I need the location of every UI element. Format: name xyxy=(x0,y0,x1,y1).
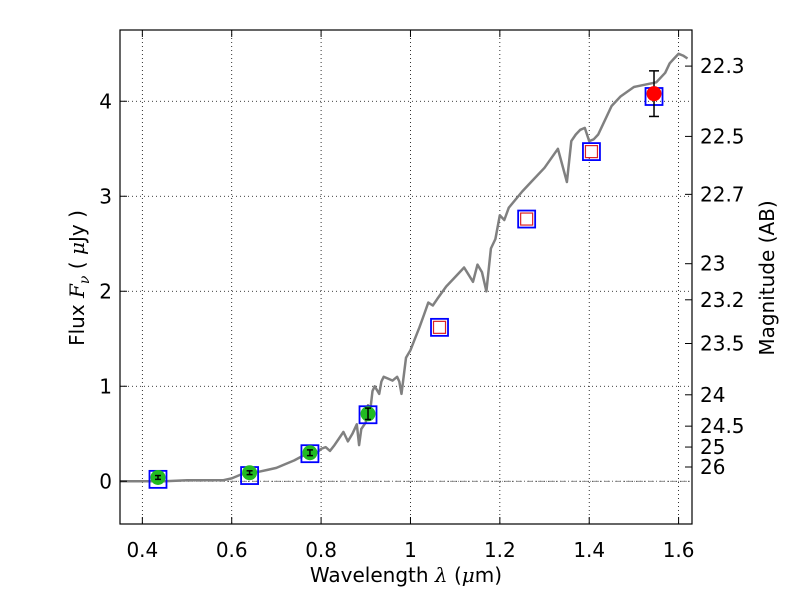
y-tick-label: 1 xyxy=(99,374,112,398)
y-axis-ticks: 0 1 2 3 4 xyxy=(99,89,127,493)
y-axis-title: Flux Fν ( μJy ) xyxy=(65,210,93,346)
y2-tick-label: 25 xyxy=(700,435,725,459)
x-tick-label: 1 xyxy=(404,538,417,562)
nir-photometry-square xyxy=(432,320,447,334)
model-photometry-square xyxy=(582,142,601,162)
x-axis-title: Wavelength λ (μm) xyxy=(310,563,502,587)
y-tick-label: 4 xyxy=(99,89,112,113)
x-tick-label: 1.4 xyxy=(573,538,605,562)
grid-lines xyxy=(120,30,692,524)
y-tick-label: 3 xyxy=(99,184,112,208)
y2-tick-label: 23.5 xyxy=(700,332,745,356)
y-tick-label: 0 xyxy=(99,469,112,493)
model-photometry-square xyxy=(358,405,378,425)
data-markers xyxy=(148,70,664,489)
model-spectrum-line xyxy=(120,52,689,483)
red-point xyxy=(646,86,662,102)
y2-tick-label: 26 xyxy=(700,455,725,479)
model-photometry-square xyxy=(430,317,449,337)
y2-tick-label: 24 xyxy=(700,383,725,407)
x-tick-label: 1.6 xyxy=(663,538,695,562)
model-photometry-square xyxy=(300,444,320,464)
y2-tick-label: 23 xyxy=(700,252,725,276)
x-tick-label: 0.8 xyxy=(305,538,337,562)
nir-photometry-square xyxy=(520,212,534,226)
y-tick-label: 2 xyxy=(99,279,112,303)
x-axis-ticks: 0.4 0.6 0.8 1 1.2 1.4 1.6 xyxy=(126,30,695,562)
y2-tick-label: 22.3 xyxy=(700,54,745,78)
x-tick-label: 0.6 xyxy=(216,538,248,562)
y2-tick-label: 22.7 xyxy=(700,182,745,206)
y2-tick-label: 22.5 xyxy=(700,124,745,148)
y2-tick-label: 24.5 xyxy=(700,414,745,438)
y2-axis-title: Magnitude (AB) xyxy=(755,200,779,355)
plot-frame xyxy=(119,29,693,525)
model-photometry-square xyxy=(517,209,537,229)
x-tick-label: 0.4 xyxy=(126,538,158,562)
nir-photometry-square xyxy=(584,145,599,159)
y2-tick-label: 23.2 xyxy=(700,288,745,312)
x-tick-label: 1.2 xyxy=(484,538,516,562)
